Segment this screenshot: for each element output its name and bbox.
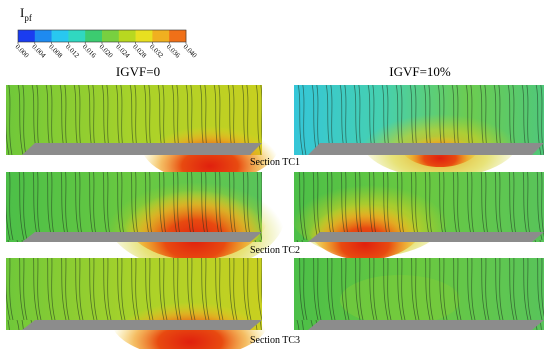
colorbar-segment [68,30,86,42]
section-label: Section TC1 [250,157,300,168]
colorbar-tick-label: 0.024 [114,43,131,60]
colorbar-tick-label: 0.040 [182,43,199,60]
colorbar: 0.000 0.004 0.008 0.012 0.016 0.020 0.024 0.028… [14,29,199,60]
section-label: Section TC3 [250,335,300,346]
colorbar-tick-label: 0.016 [81,43,98,60]
colorbar-segment [18,30,36,42]
colorbar-label-main: I [20,5,24,20]
colorbar-segment [102,30,120,42]
colorbar-segment [85,30,103,42]
contour-panel [6,258,270,349]
contour-panel [6,160,285,270]
colorbar-segment [135,30,153,42]
column-title: IGVF=0 [116,64,160,79]
colorbar-tick-label: 0.036 [165,43,182,60]
contour-panel [294,258,544,330]
colorbar-tick-label: 0.032 [148,43,165,60]
colorbar-segment [51,30,69,42]
colorbar-tick-label: 0.020 [98,43,115,60]
section-label: Section TC2 [250,245,300,256]
colorbar-segment [118,30,136,42]
colorbar-tick-label: 0.004 [30,43,47,60]
colorbar-tick-label: 0.028 [131,43,148,60]
colorbar-segment [152,30,170,42]
colorbar-segment [169,30,187,42]
contour-panel [290,167,544,260]
column-title: IGVF=10% [389,64,451,79]
colorbar-tick-label: 0.008 [47,43,64,60]
colorbar-tick-label: 0.012 [64,43,81,60]
contour-panel [6,85,280,182]
colorbar-segment [34,30,52,42]
contour-panel [294,85,544,178]
colorbar-label-sub: pf [24,13,32,23]
colorbar-label: Ipf [20,5,32,23]
colorbar-tick-label: 0.000 [14,43,31,60]
